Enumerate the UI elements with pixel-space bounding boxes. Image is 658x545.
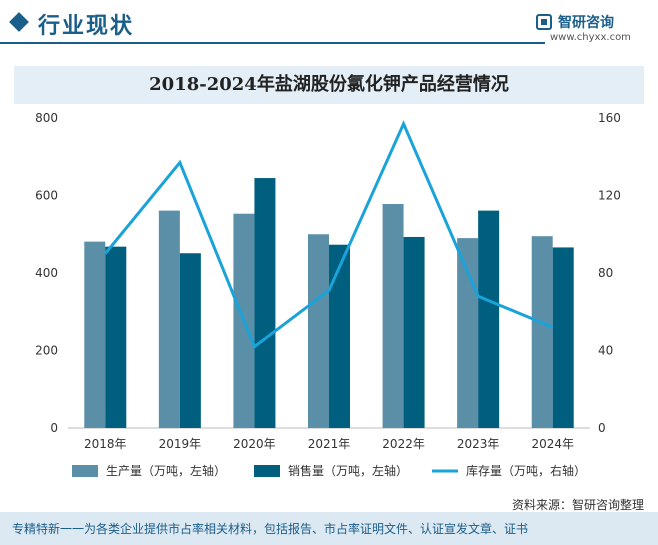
y-right-tick-label: 160 bbox=[598, 111, 621, 125]
title-underline bbox=[0, 42, 545, 44]
production-bar bbox=[531, 236, 553, 428]
legend-label: 库存量（万吨，右轴） bbox=[466, 463, 586, 478]
brand-name: 智研咨询 bbox=[558, 15, 614, 31]
sales-bar bbox=[105, 246, 127, 428]
production-bar bbox=[158, 210, 180, 428]
x-tick-label: 2023年 bbox=[457, 437, 500, 451]
sales-bar bbox=[179, 253, 201, 428]
sales-bar bbox=[254, 178, 276, 428]
sales-bar bbox=[478, 210, 500, 428]
sales-bar bbox=[403, 236, 425, 428]
x-tick-label: 2022年 bbox=[382, 437, 425, 451]
y-left-tick-label: 200 bbox=[35, 344, 58, 358]
x-tick-label: 2024年 bbox=[531, 437, 574, 451]
y-left-tick-label: 600 bbox=[35, 189, 58, 203]
legend-label: 销售量（万吨，左轴） bbox=[288, 463, 408, 478]
y-right-tick-label: 0 bbox=[598, 421, 606, 435]
brand-url: www.chyxx.com bbox=[550, 32, 631, 43]
y-left-tick-label: 400 bbox=[35, 266, 58, 280]
brand: 智研咨询 www.chyxx.com bbox=[536, 10, 646, 46]
y-right-tick-label: 120 bbox=[598, 189, 621, 203]
production-bar bbox=[382, 204, 404, 428]
production-bar bbox=[457, 238, 479, 428]
legend-production-swatch bbox=[72, 465, 98, 477]
legend-sales-swatch bbox=[254, 465, 280, 477]
x-tick-label: 2018年 bbox=[84, 437, 127, 451]
production-bar bbox=[84, 241, 106, 428]
y-right-tick-label: 80 bbox=[598, 266, 613, 280]
sales-bar bbox=[329, 244, 350, 428]
x-tick-label: 2021年 bbox=[308, 437, 351, 451]
production-bar bbox=[308, 234, 329, 428]
section-title: 行业现状 bbox=[38, 14, 135, 39]
y-left-tick-label: 0 bbox=[50, 421, 58, 435]
chart-title-box: 2018-2024年盐湖股份氯化钾产品经营情况 bbox=[14, 66, 644, 104]
footer-tagline: 专精特新一一为各类企业提供市占率相关材料，包括报告、市占率证明文件、认证宣发文章… bbox=[12, 522, 529, 536]
x-tick-label: 2019年 bbox=[159, 437, 202, 451]
inventory-line bbox=[104, 120, 554, 349]
y-right-tick-label: 40 bbox=[598, 344, 613, 358]
sales-bar bbox=[552, 247, 574, 428]
header: 行业现状 智研咨询 www.chyxx.com bbox=[0, 0, 658, 52]
y-left-tick-label: 800 bbox=[35, 111, 58, 125]
brand-logo-icon bbox=[536, 14, 552, 30]
legend-label: 生产量（万吨，左轴） bbox=[106, 463, 226, 478]
footer-bar bbox=[0, 512, 658, 545]
footer-source: 资料来源：智研咨询整理 bbox=[511, 498, 644, 512]
x-tick-label: 2020年 bbox=[233, 437, 276, 451]
chart-title: 2018-2024年盐湖股份氯化钾产品经营情况 bbox=[149, 74, 509, 95]
